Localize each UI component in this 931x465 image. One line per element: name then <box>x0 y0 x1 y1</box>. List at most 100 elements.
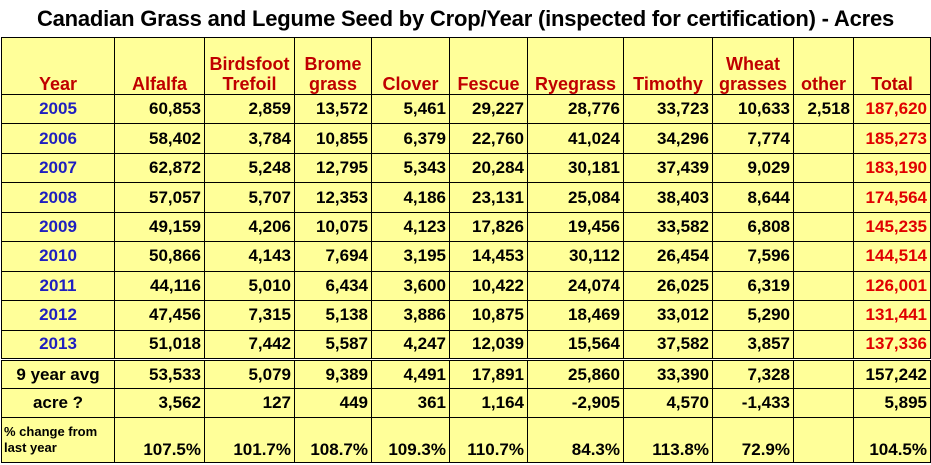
summary-row-avg: 9 year avg 53,533 5,079 9,389 4,491 17,891 25,… <box>1 357 931 390</box>
brome-grass-cell: 5,138 <box>294 300 372 331</box>
table-row-2010: 2010 50,866 4,143 7,694 3,195 14,453 30,112 26,… <box>1 241 931 272</box>
column-header-wheat-grasses: Wheat grasses <box>712 37 794 95</box>
total-cell: 131,441 <box>853 300 931 331</box>
table-row-2005: 2005 60,853 2,859 13,572 5,461 29,227 28,776 33… <box>1 93 931 125</box>
total-cell: 187,620 <box>853 93 931 125</box>
column-header-label: Total <box>871 74 913 94</box>
column-header-other: other <box>793 37 854 95</box>
column-header-label: other <box>801 74 846 94</box>
brome-grass-summary-cell: 108.7% <box>294 417 372 463</box>
column-header-label: Wheat <box>726 54 780 74</box>
birdsfoot-trefoil-cell: 5,707 <box>204 182 295 213</box>
alfalfa-cell: 47,456 <box>114 300 205 331</box>
column-header-fescue: Fescue <box>449 37 528 95</box>
timothy-summary-cell: 4,570 <box>623 388 713 419</box>
timothy-cell: 26,454 <box>623 241 713 272</box>
timothy-summary-cell: 33,390 <box>623 357 713 390</box>
other-cell: 2,518 <box>793 93 854 125</box>
wheat-grasses-cell: 6,808 <box>712 211 794 243</box>
column-header-label: Clover <box>382 74 439 94</box>
other-cell <box>793 300 854 331</box>
wheat-grasses-cell: 8,644 <box>712 182 794 213</box>
total-cell: 174,564 <box>853 182 931 213</box>
total-summary-cell: 157,242 <box>853 357 931 390</box>
birdsfoot-trefoil-cell: 5,248 <box>204 152 295 184</box>
summary-row-label: 9 year avg <box>1 357 115 390</box>
column-header-label: Birdsfoot <box>209 54 290 74</box>
clover-summary-cell: 109.3% <box>371 417 450 463</box>
brome-grass-cell: 12,353 <box>294 182 372 213</box>
wheat-grasses-cell: 9,029 <box>712 152 794 184</box>
total-cell: 137,336 <box>853 329 931 360</box>
clover-cell: 4,247 <box>371 329 450 360</box>
alfalfa-cell: 50,866 <box>114 241 205 272</box>
column-header-clover: Clover <box>371 37 450 95</box>
table-header: Year Alfalfa Birdsfoot Trefoil Brome grass Clo… <box>1 37 931 95</box>
alfalfa-cell: 49,159 <box>114 211 205 243</box>
wheat-grasses-summary-cell: -1,433 <box>712 388 794 419</box>
summary-row-acre-change: acre ? 3,562 127 449 361 1,164 -2,905 4,570 -1,4… <box>1 388 931 419</box>
clover-summary-cell: 361 <box>371 388 450 419</box>
birdsfoot-trefoil-cell: 7,315 <box>204 300 295 331</box>
fescue-cell: 12,039 <box>449 329 528 360</box>
clover-summary-cell: 4,491 <box>371 357 450 390</box>
other-cell <box>793 152 854 184</box>
fescue-summary-cell: 110.7% <box>449 417 528 463</box>
table-row-2007: 2007 62,872 5,248 12,795 5,343 20,284 30,181 37… <box>1 152 931 184</box>
alfalfa-cell: 60,853 <box>114 93 205 125</box>
table-body: 2005 60,853 2,859 13,572 5,461 29,227 28,776 33… <box>1 93 931 463</box>
table-row-2009: 2009 49,159 4,206 10,075 4,123 17,826 19,456 33… <box>1 211 931 243</box>
fescue-cell: 20,284 <box>449 152 528 184</box>
year-cell: 2010 <box>1 241 115 272</box>
fescue-cell: 17,826 <box>449 211 528 243</box>
column-header-timothy: Timothy <box>623 37 713 95</box>
birdsfoot-trefoil-summary-cell: 127 <box>204 388 295 419</box>
clover-cell: 3,886 <box>371 300 450 331</box>
fescue-cell: 29,227 <box>449 93 528 125</box>
timothy-cell: 34,296 <box>623 123 713 154</box>
total-cell: 185,273 <box>853 123 931 154</box>
alfalfa-cell: 44,116 <box>114 270 205 302</box>
brome-grass-cell: 10,855 <box>294 123 372 154</box>
birdsfoot-trefoil-cell: 4,143 <box>204 241 295 272</box>
birdsfoot-trefoil-cell: 4,206 <box>204 211 295 243</box>
fescue-cell: 23,131 <box>449 182 528 213</box>
summary-row-percent-change: % change from last year 107.5% 101.7% 108.7… <box>1 417 931 463</box>
year-cell: 2006 <box>1 123 115 154</box>
column-header-total: Total <box>853 37 931 95</box>
timothy-cell: 26,025 <box>623 270 713 302</box>
birdsfoot-trefoil-cell: 5,010 <box>204 270 295 302</box>
timothy-cell: 37,582 <box>623 329 713 360</box>
other-summary-cell <box>793 357 854 390</box>
wheat-grasses-cell: 7,774 <box>712 123 794 154</box>
column-header-label: Alfalfa <box>131 74 187 94</box>
clover-cell: 6,379 <box>371 123 450 154</box>
timothy-cell: 33,723 <box>623 93 713 125</box>
other-cell <box>793 270 854 302</box>
ryegrass-summary-cell: 84.3% <box>527 417 624 463</box>
ryegrass-cell: 24,074 <box>527 270 624 302</box>
wheat-grasses-cell: 6,319 <box>712 270 794 302</box>
column-header-label: Year <box>38 74 78 94</box>
column-header-label: grass <box>308 74 358 94</box>
column-header-label: Fescue <box>457 74 520 94</box>
brome-grass-cell: 12,795 <box>294 152 372 184</box>
fescue-cell: 22,760 <box>449 123 528 154</box>
birdsfoot-trefoil-cell: 2,859 <box>204 93 295 125</box>
fescue-cell: 14,453 <box>449 241 528 272</box>
brome-grass-cell: 5,587 <box>294 329 372 360</box>
timothy-summary-cell: 113.8% <box>623 417 713 463</box>
column-header-ryegrass: Ryegrass <box>527 37 624 95</box>
other-summary-cell <box>793 388 854 419</box>
ryegrass-summary-cell: -2,905 <box>527 388 624 419</box>
ryegrass-cell: 28,776 <box>527 93 624 125</box>
year-cell: 2011 <box>1 270 115 302</box>
column-header-brome-grass: Brome grass <box>294 37 372 95</box>
fescue-cell: 10,875 <box>449 300 528 331</box>
birdsfoot-trefoil-summary-cell: 101.7% <box>204 417 295 463</box>
ryegrass-cell: 41,024 <box>527 123 624 154</box>
fescue-cell: 10,422 <box>449 270 528 302</box>
wheat-grasses-summary-cell: 72.9% <box>712 417 794 463</box>
data-table: Year Alfalfa Birdsfoot Trefoil Brome grass Clo… <box>1 37 931 463</box>
chart-title: Canadian Grass and Legume Seed by Crop/Y… <box>36 6 895 31</box>
